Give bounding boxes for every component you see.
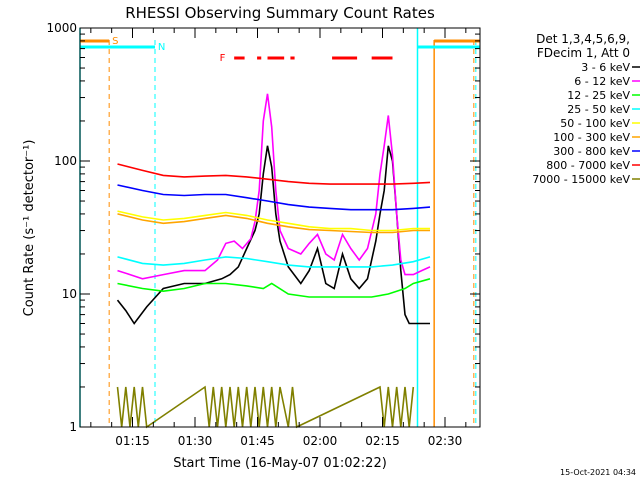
series-7 [117, 163, 431, 185]
legend-entry-label: 3 - 6 keV [581, 61, 630, 74]
series-line [117, 256, 431, 268]
legend-header-line: FDecim 1, Att 0 [537, 46, 630, 60]
x-tick-label: 02:30 [428, 434, 463, 448]
series-4 [117, 210, 430, 232]
x-tick-label: 01:15 [115, 434, 150, 448]
legend: Det 1,3,4,5,6,9,FDecim 1, Att 03 - 6 keV… [532, 32, 640, 186]
y-tick-label: 1000 [46, 21, 77, 35]
series-6 [117, 184, 431, 211]
legend-entry-label: 25 - 50 keV [567, 103, 630, 116]
series-line [117, 184, 431, 211]
legend-entry-label: 6 - 12 keV [574, 75, 630, 88]
y-tick-label: 100 [54, 154, 77, 168]
x-tick-label: 02:15 [365, 434, 400, 448]
series-1 [117, 93, 431, 280]
legend-entry-label: 300 - 800 keV [553, 145, 630, 158]
plot-frame [79, 27, 481, 428]
saa-marker-label: S [112, 36, 118, 47]
timestamp-label: 15-Oct-2021 04:34 [560, 468, 636, 477]
legend-entry-label: 7000 - 15000 keV [532, 173, 630, 186]
x-tick-label: 01:30 [178, 434, 213, 448]
series-layer [116, 93, 431, 429]
night-marker-label: N [158, 42, 165, 53]
series-line [117, 163, 431, 185]
series-3 [117, 256, 431, 268]
legend-entry-label: 12 - 25 keV [567, 89, 630, 102]
legend-entry-label: 100 - 300 keV [553, 131, 630, 144]
series-2 [117, 278, 431, 298]
axes-layer: 1 10 100 1000 01:15 01:30 01:45 02:00 02:15 02:30 [46, 21, 480, 448]
x-tick-label: 01:45 [240, 434, 275, 448]
y-tick-label: 1 [69, 420, 77, 434]
series-line [117, 278, 431, 298]
y-axis-label: Count Rate (s⁻¹ detector⁻¹) [22, 140, 37, 317]
x-axis-label: Start Time (16-May-07 01:02:22) [173, 456, 387, 471]
series-line [117, 93, 431, 280]
series-5 [117, 213, 430, 234]
series-line [117, 213, 430, 234]
chart-title: RHESSI Observing Summary Count Rates [125, 4, 435, 22]
legend-entry-label: 50 - 100 keV [560, 117, 630, 130]
legend-entry-label: 800 - 7000 keV [546, 159, 630, 172]
flare-marker-label: F [220, 53, 226, 64]
x-tick-label: 02:00 [303, 434, 338, 448]
y-tick-label: 10 [62, 287, 77, 301]
series-line [117, 210, 430, 232]
legend-header-line: Det 1,3,4,5,6,9, [536, 32, 630, 46]
